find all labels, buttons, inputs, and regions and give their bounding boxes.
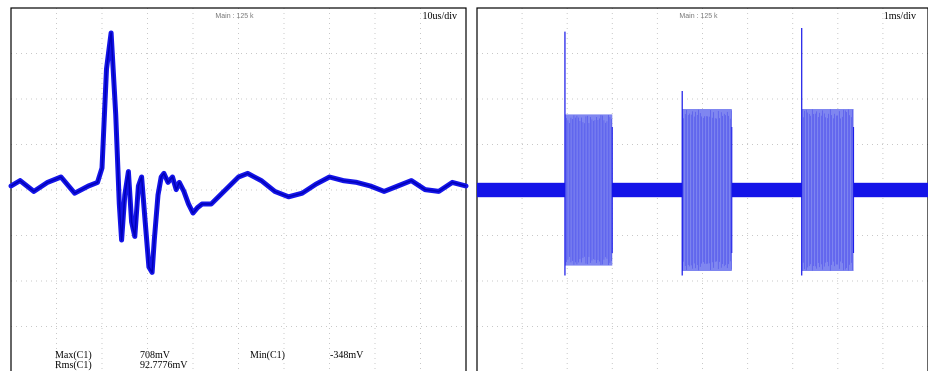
measurement-rms-value: 92.7776mV: [140, 360, 188, 371]
memory-label-left: Main : 125 k: [215, 13, 254, 20]
baseline-segment: [477, 182, 565, 198]
timebase-label-left: 10us/div: [422, 11, 457, 22]
left-frame: [10, 7, 467, 371]
measurement-max-name: Max(C1): [55, 350, 92, 361]
measurement-min-value: -348mV: [330, 350, 364, 361]
timebase-label-right: 1ms/div: [883, 11, 916, 22]
scope-panel-right: Main : 125 k 1ms/div: [469, 0, 928, 371]
waveform-trace: [10, 32, 467, 274]
measurement-min-name: Min(C1): [250, 350, 285, 361]
burst-envelope: [682, 109, 732, 271]
measurement-max-value: 708mV: [140, 350, 170, 361]
measurement-rms-name: Rms(C1): [55, 360, 92, 371]
memory-label-right: Main : 125 k: [679, 13, 718, 20]
baseline-segment: [612, 182, 683, 198]
baseline-segment: [731, 182, 802, 198]
burst-envelope: [564, 114, 613, 266]
scope-panel-left: Main : 125 k 10us/div Max(C1) 708mV Min(…: [8, 7, 469, 371]
baseline-segment: [853, 182, 928, 198]
waveform-plot-right: [476, 7, 928, 371]
burst-envelope: [801, 109, 854, 271]
waveform-plot-left: [8, 7, 469, 371]
